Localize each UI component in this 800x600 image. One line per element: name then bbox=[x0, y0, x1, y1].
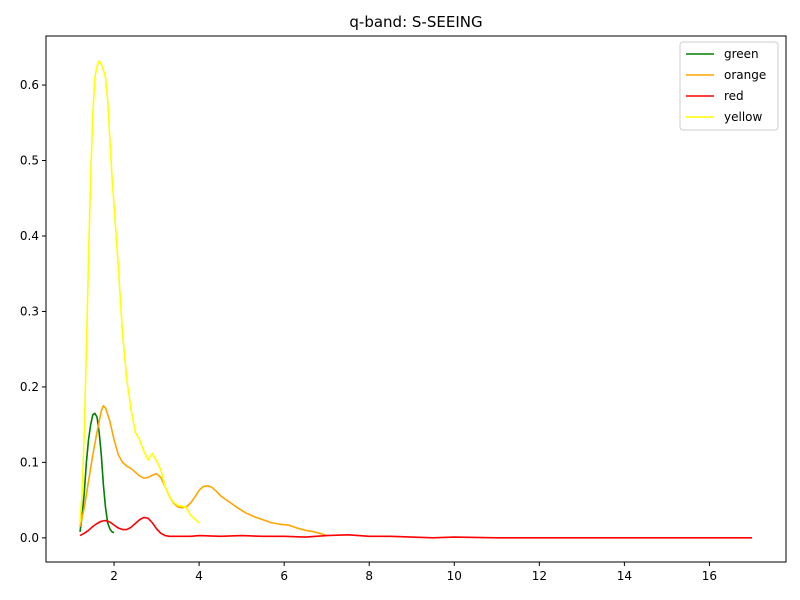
legend-label-yellow: yellow bbox=[724, 110, 762, 124]
x-tick-label: 16 bbox=[702, 569, 717, 583]
plot-area bbox=[45, 35, 787, 563]
x-tick-label: 10 bbox=[447, 569, 462, 583]
y-tick-label: 0.4 bbox=[20, 229, 39, 243]
legend-label-orange: orange bbox=[724, 68, 766, 82]
y-tick-label: 0.0 bbox=[20, 531, 39, 545]
y-axis: 0.0 0.1 0.2 0.3 0.4 0.5 0.6 bbox=[20, 78, 46, 545]
series-line-orange bbox=[79, 404, 327, 537]
x-tick-label: 4 bbox=[195, 569, 203, 583]
series-line-red bbox=[79, 516, 752, 539]
x-tick-label: 2 bbox=[110, 569, 118, 583]
series-line-yellow bbox=[79, 60, 200, 524]
legend-box bbox=[679, 41, 779, 131]
y-tick-label: 0.3 bbox=[20, 304, 39, 318]
x-tick-label: 12 bbox=[532, 569, 547, 583]
legend: green orange red yellow bbox=[679, 41, 779, 131]
plot-frame bbox=[45, 35, 787, 563]
y-tick-label: 0.1 bbox=[20, 455, 39, 469]
legend-label-red: red bbox=[724, 89, 744, 103]
chart-title: q-band: S-SEEING bbox=[349, 13, 482, 31]
legend-label-green: green bbox=[724, 47, 759, 61]
x-tick-label: 14 bbox=[617, 569, 632, 583]
y-tick-label: 0.2 bbox=[20, 380, 39, 394]
y-tick-label: 0.6 bbox=[20, 78, 39, 92]
x-tick-label: 8 bbox=[365, 569, 373, 583]
y-tick-label: 0.5 bbox=[20, 154, 39, 168]
x-axis: 2 4 6 8 10 12 14 16 bbox=[110, 562, 717, 583]
series-line-green bbox=[79, 412, 115, 534]
x-tick-label: 6 bbox=[280, 569, 288, 583]
